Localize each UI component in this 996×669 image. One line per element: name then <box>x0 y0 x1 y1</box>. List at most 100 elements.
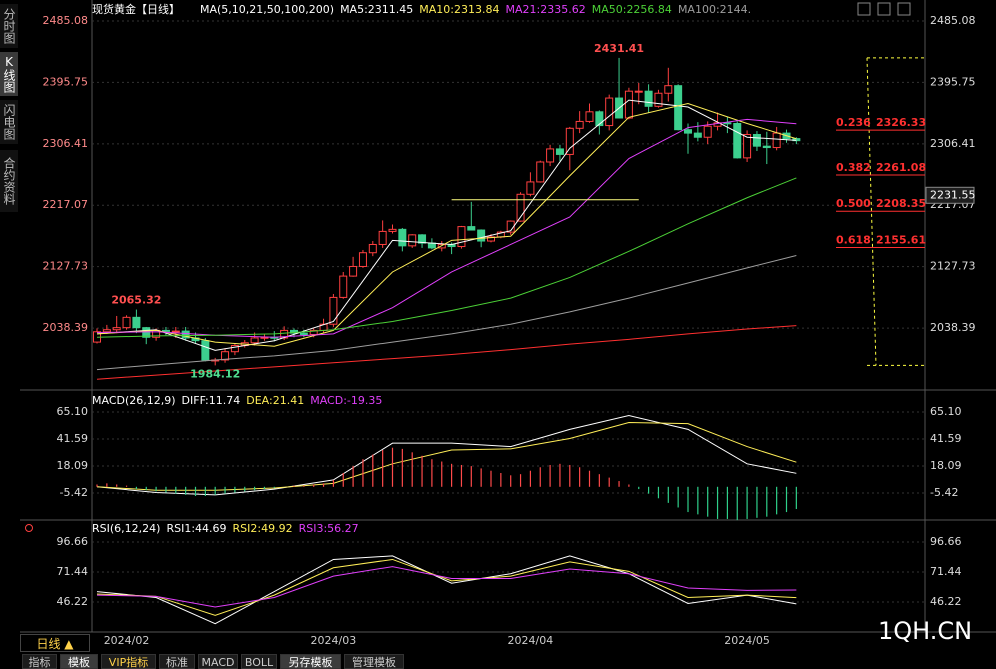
y-tick-label: 71.44 <box>930 565 962 578</box>
toolbar-tab[interactable]: BOLL <box>241 654 277 669</box>
y-tick-label: 2127.73 <box>930 260 976 273</box>
y-tick-label: 2217.07 <box>43 198 89 211</box>
fib-ratio: 0.618 <box>836 233 871 246</box>
candle-body <box>526 181 535 195</box>
indicator-line <box>96 558 797 616</box>
toolbar-tab[interactable]: 管理模板 <box>344 654 404 669</box>
side-tab[interactable]: 分时图 <box>0 4 18 48</box>
watermark: 1QH.CN <box>878 617 972 645</box>
y-tick-label: 2306.41 <box>43 137 89 150</box>
side-tab[interactable]: 闪电图 <box>0 100 18 144</box>
candle-body <box>713 122 722 127</box>
candle-body <box>752 133 761 147</box>
candle-body <box>743 133 752 159</box>
indicator-line <box>96 555 797 625</box>
crosshair-label: 2231.55 <box>930 188 976 201</box>
indicator-line <box>96 99 797 351</box>
candle-body <box>565 127 574 155</box>
tool-icon[interactable] <box>857 2 871 16</box>
y-tick-label: 2127.73 <box>43 260 89 273</box>
y-tick-label: 41.59 <box>930 432 962 445</box>
indicator-line <box>96 415 797 496</box>
toolbar-tab[interactable]: 标准 <box>159 654 195 669</box>
side-tab[interactable]: K线图 <box>0 52 18 96</box>
y-tick-label: 46.22 <box>57 595 89 608</box>
fib-ratio: 0.500 <box>836 197 871 210</box>
indicator-line <box>96 118 797 338</box>
candle-body <box>457 226 466 248</box>
indicator-line <box>96 325 797 380</box>
legend-label: MA21:2335.62 <box>506 3 586 16</box>
candle-body <box>516 193 525 222</box>
y-tick-label: -5.42 <box>930 486 958 499</box>
y-tick-label: 96.66 <box>930 535 962 548</box>
tool-icon[interactable] <box>877 2 891 16</box>
candle-body <box>634 90 643 93</box>
price-annotation: 1984.12 <box>190 367 240 380</box>
candle-body <box>644 90 653 107</box>
candle-body <box>477 229 486 242</box>
legend-label: MA50:2256.84 <box>592 3 672 16</box>
candle-body <box>102 329 111 333</box>
candle-body <box>132 316 141 329</box>
candle-body <box>339 275 348 298</box>
candle-body <box>536 161 545 183</box>
candle-body <box>112 327 121 331</box>
candle-body <box>762 145 771 149</box>
toolbar-tab[interactable]: 指标 <box>22 654 57 669</box>
candle-body <box>142 327 151 338</box>
tool-icon[interactable] <box>897 2 911 16</box>
y-tick-label: 41.59 <box>57 432 89 445</box>
toolbar-tab[interactable]: MACD <box>198 654 238 669</box>
candle-body <box>378 230 387 245</box>
y-tick-label: 96.66 <box>57 535 89 548</box>
fib-price: 2326.33 <box>876 116 926 129</box>
y-tick-label: 2485.08 <box>43 14 89 27</box>
candle-body <box>674 85 683 131</box>
y-tick-label: 18.09 <box>930 459 962 472</box>
price-annotation: 2431.41 <box>594 42 644 55</box>
candle-body <box>555 148 564 155</box>
indicator-line <box>96 254 797 371</box>
legend-label: DEA:21.41 <box>246 394 304 407</box>
x-tick-label: 2024/05 <box>724 634 770 647</box>
candle-body <box>703 125 712 138</box>
y-tick-label: 2306.41 <box>930 137 976 150</box>
toolbar-tab[interactable]: 模板 <box>60 654 98 669</box>
legend-label: RSI(6,12,24) <box>92 522 160 535</box>
x-tick-label: 2024/02 <box>104 634 150 647</box>
candle-body <box>664 85 673 94</box>
crosshair-box <box>925 186 975 204</box>
y-tick-label: 2038.39 <box>43 321 89 334</box>
legend-label: MA5:2311.45 <box>340 3 413 16</box>
candle-body <box>427 242 436 249</box>
side-tab[interactable]: 合约资料 <box>0 150 18 212</box>
candle-body <box>349 265 358 277</box>
candle-body <box>161 329 170 332</box>
candle-body <box>250 337 259 344</box>
y-tick-label: 65.10 <box>57 405 89 418</box>
toolbar-tab[interactable]: 另存模板 <box>280 654 341 669</box>
candle-body <box>221 351 230 361</box>
fib-ratio: 0.236 <box>836 116 871 129</box>
y-tick-label: 2395.75 <box>43 75 89 88</box>
candle-body <box>575 120 584 129</box>
candle-body <box>329 296 338 325</box>
panel-icon[interactable] <box>25 524 33 532</box>
y-tick-label: 2038.39 <box>930 321 976 334</box>
fib-price: 2155.61 <box>876 233 926 246</box>
y-tick-label: 2395.75 <box>930 75 976 88</box>
candle-body <box>723 122 732 125</box>
toolbar-tab[interactable]: VIP指标 <box>101 654 156 669</box>
candle-body <box>122 316 131 329</box>
candle-body <box>487 236 495 242</box>
x-tick-label: 2024/04 <box>508 634 554 647</box>
legend-label: RSI3:56.27 <box>299 522 359 535</box>
candle-body <box>624 90 633 119</box>
legend-label: DIFF:11.74 <box>182 394 241 407</box>
y-tick-label: -5.42 <box>60 486 88 499</box>
candle-body <box>546 148 555 163</box>
y-tick-label: 46.22 <box>930 595 962 608</box>
period-selector[interactable]: 日线 ▲ <box>20 634 90 652</box>
